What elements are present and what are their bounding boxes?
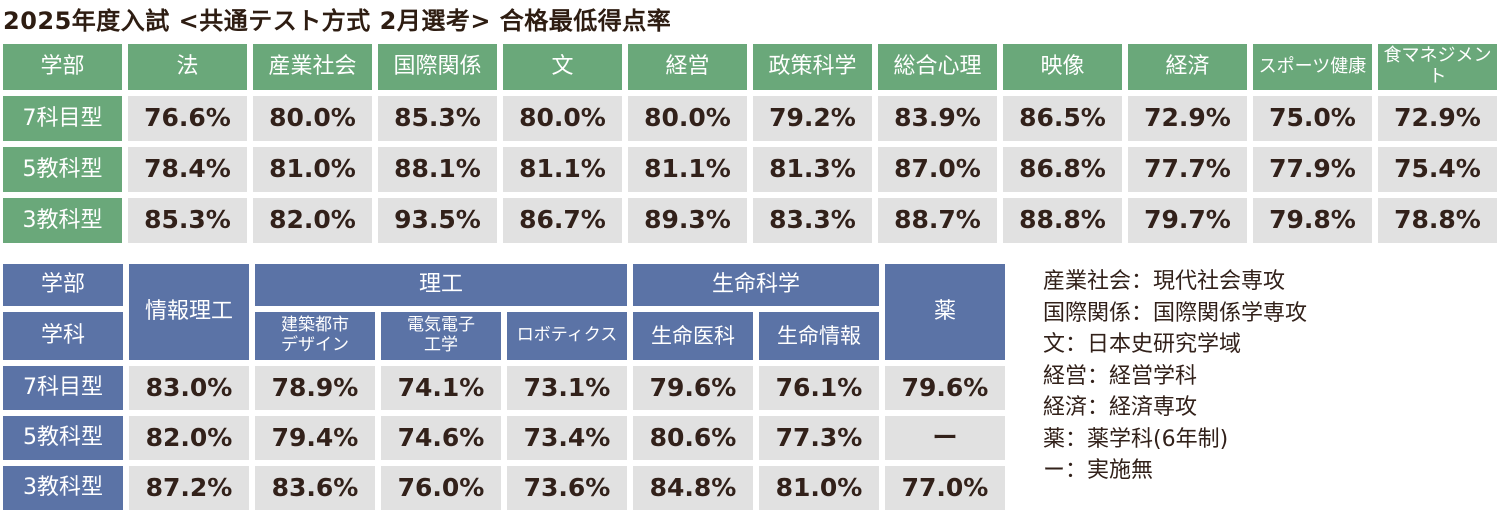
table2-data-cell-no-exam: ー [885,416,1005,460]
table2-row-label: 3教科型 [3,466,123,510]
table1-data-cell: 79.8% [1253,198,1372,243]
table1-data-cell: 80.0% [628,96,747,141]
header-line: 電気電子 [407,315,475,336]
table2-data-cell: 79.6% [633,366,753,410]
table1-header-cell: 経済 [1128,44,1247,90]
table2-data-cell: 84.8% [633,466,753,510]
table2-data-cell: 74.1% [381,366,501,410]
table1-header-cell: 文 [503,44,622,90]
table2-data-cell: 79.6% [885,366,1005,410]
table1-header-cell: 食マネジメント [1378,44,1497,90]
table2-sciences: 学部 情報理工 理工 生命科学 薬 学科 建築都市 デザイン 電気電子 工学 ロ… [3,264,1005,510]
table1-data-cell: 89.3% [628,198,747,243]
table1-header-cell: 法 [128,44,247,90]
table2-data-cell: 76.0% [381,466,501,510]
table1-data-cell: 81.3% [753,147,872,192]
table2-data-cell: 77.0% [885,466,1005,510]
table2-data-cell: 87.2% [129,466,249,510]
table1-row-label: 7科目型 [3,96,122,141]
table1-row-label: 3教科型 [3,198,122,243]
table1-humanities: 学部 法 産業社会 国際関係 文 経営 政策科学 総合心理 映像 経済 スポーツ… [3,44,1497,243]
table1-header-cell: スポーツ健康 [1253,44,1372,90]
table2-header-group-seimei: 生命科学 [633,264,879,306]
table1-data-cell: 83.9% [878,96,997,141]
table2-header-cell-yaku: 薬 [885,264,1005,360]
note-line: 国際関係：国際関係学専攻 [1043,300,1308,326]
table2-data-cell: 73.6% [507,466,627,510]
table1-data-cell: 81.1% [503,147,622,192]
table2-header-cell-robotics: ロボティクス [507,312,627,360]
table1-header-cell: 映像 [1003,44,1122,90]
table2-data-cell: 83.0% [129,366,249,410]
table1-header-cell-gakubu: 学部 [3,44,122,90]
table2-header-group-riko: 理工 [255,264,627,306]
table1-data-cell: 85.3% [378,96,497,141]
table1-data-cell: 75.4% [1378,147,1497,192]
table1-data-cell: 88.8% [1003,198,1122,243]
note-line: 産業社会：現代社会専攻 [1043,269,1286,294]
table2-header-cell-seimei-ika: 生命医科 [633,312,753,360]
table2-header-cell-gakka: 学科 [3,312,123,360]
table2-header-cell-joho-riko: 情報理工 [129,264,249,360]
note-line: 文：日本史研究学域 [1043,332,1242,357]
table2-data-cell: 78.9% [255,366,375,410]
table2-data-cell: 83.6% [255,466,375,510]
header-line: デザイン [281,335,349,355]
table2-data-cell: 76.1% [759,366,879,410]
header-line: ロボティクス [516,325,618,346]
table2-row-label: 5教科型 [3,416,123,460]
table1-data-cell: 81.1% [628,147,747,192]
table1-data-cell: 80.0% [503,96,622,141]
table1-data-cell: 88.1% [378,147,497,192]
table2-header-cell-denki: 電気電子 工学 [381,312,501,360]
table2-data-cell: 81.0% [759,466,879,510]
table2-row-label: 7科目型 [3,366,123,410]
table1-row-label: 5教科型 [3,147,122,192]
note-line: ー：実施無 [1043,458,1154,483]
note-line: 経済：経済専攻 [1043,395,1198,420]
table1-data-cell: 79.2% [753,96,872,141]
header-line: 工学 [424,335,458,355]
table2-data-cell: 79.4% [255,416,375,460]
table1-data-cell: 72.9% [1128,96,1247,141]
header-line: 建築都市 [281,315,349,336]
table2-data-cell: 77.3% [759,416,879,460]
table1-data-cell: 88.7% [878,198,997,243]
table1-data-cell: 76.6% [128,96,247,141]
table1-data-cell: 86.7% [503,198,622,243]
table1-data-cell: 77.7% [1128,147,1247,192]
table1-data-cell: 81.0% [253,147,372,192]
note-line: 経営：経営学科 [1043,363,1198,389]
table1-data-cell: 72.9% [1378,96,1497,141]
table2-data-cell: 82.0% [129,416,249,460]
table2-header-cell-seimei-joho: 生命情報 [759,312,879,360]
table2-header-cell-gakubu: 学部 [3,264,123,306]
page-title: 2025年度入試 <共通テスト方式 2月選考> 合格最低得点率 [3,7,672,35]
table2-data-cell: 80.6% [633,416,753,460]
table1-header-cell: 国際関係 [378,44,497,90]
table1-data-cell: 75.0% [1253,96,1372,141]
table2-header-cell-kenchiku: 建築都市 デザイン [255,312,375,360]
table1-header-cell: 政策科学 [753,44,872,90]
table1-data-cell: 85.3% [128,198,247,243]
table1-header-cell: 産業社会 [253,44,372,90]
table1-data-cell: 77.9% [1253,147,1372,192]
table2-data-cell: 73.4% [507,416,627,460]
table1-data-cell: 80.0% [253,96,372,141]
table2-data-cell: 74.6% [381,416,501,460]
table1-data-cell: 78.4% [128,147,247,192]
table1-data-cell: 79.7% [1128,198,1247,243]
table1-data-cell: 87.0% [878,147,997,192]
table2-data-cell: 73.1% [507,366,627,410]
table1-data-cell: 86.8% [1003,147,1122,192]
table1-header-cell: 経営 [628,44,747,90]
note-line: 薬：薬学科(6年制) [1043,426,1229,452]
table1-data-cell: 82.0% [253,198,372,243]
legend-notes: 産業社会：現代社会専攻 国際関係：国際関係学専攻 文：日本史研究学域 経営：経営… [1043,266,1307,487]
table1-data-cell: 83.3% [753,198,872,243]
table1-data-cell: 86.5% [1003,96,1122,141]
table1-header-cell: 総合心理 [878,44,997,90]
table1-data-cell: 78.8% [1378,198,1497,243]
table1-data-cell: 93.5% [378,198,497,243]
